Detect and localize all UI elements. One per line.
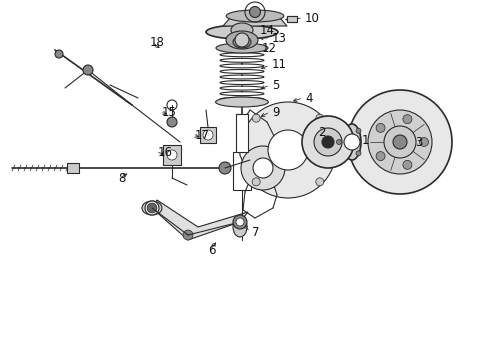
Circle shape [148, 204, 156, 212]
Text: 9: 9 [272, 105, 279, 118]
Circle shape [183, 230, 193, 240]
Ellipse shape [216, 97, 269, 107]
Polygon shape [152, 200, 248, 240]
Polygon shape [287, 16, 297, 22]
Circle shape [268, 130, 308, 170]
Bar [200, 127, 216, 143]
Circle shape [253, 158, 273, 178]
Text: 8: 8 [118, 171, 125, 185]
Ellipse shape [206, 25, 278, 39]
Text: 18: 18 [150, 36, 165, 49]
Text: 10: 10 [305, 12, 320, 24]
Circle shape [167, 117, 177, 127]
Circle shape [344, 134, 360, 150]
Circle shape [376, 123, 385, 132]
Circle shape [337, 140, 342, 144]
Circle shape [356, 128, 361, 133]
Circle shape [322, 136, 334, 148]
Circle shape [419, 138, 428, 147]
Bar [163, 145, 181, 165]
Circle shape [240, 102, 336, 198]
Circle shape [236, 218, 244, 226]
Text: 11: 11 [272, 58, 287, 72]
Bar [67, 163, 79, 173]
Text: 14: 14 [260, 23, 275, 36]
Circle shape [145, 201, 159, 215]
Circle shape [219, 162, 231, 174]
Circle shape [393, 135, 407, 149]
Circle shape [233, 215, 247, 229]
Text: 1: 1 [362, 134, 369, 147]
Text: 3: 3 [415, 135, 422, 149]
Text: 5: 5 [272, 78, 279, 91]
Ellipse shape [142, 201, 162, 215]
Bar [236, 114, 248, 152]
Circle shape [252, 178, 260, 186]
Circle shape [302, 116, 354, 168]
Text: 13: 13 [272, 31, 287, 45]
Circle shape [167, 150, 177, 160]
Circle shape [252, 114, 260, 122]
Ellipse shape [216, 43, 268, 53]
Ellipse shape [231, 23, 253, 37]
Circle shape [384, 126, 416, 158]
Polygon shape [223, 15, 287, 26]
Bar [233, 152, 251, 190]
Circle shape [356, 151, 361, 156]
Text: 6: 6 [208, 243, 216, 256]
Circle shape [249, 6, 261, 18]
Text: 15: 15 [162, 105, 177, 118]
Circle shape [55, 50, 63, 58]
Circle shape [203, 130, 213, 140]
Ellipse shape [226, 10, 284, 22]
Ellipse shape [233, 36, 251, 48]
Text: 16: 16 [158, 145, 173, 158]
Text: 7: 7 [252, 225, 260, 239]
Text: 4: 4 [305, 91, 313, 104]
Circle shape [368, 110, 432, 174]
Ellipse shape [226, 31, 258, 49]
Circle shape [376, 152, 385, 161]
Ellipse shape [343, 124, 361, 160]
Circle shape [348, 90, 452, 194]
Text: 2: 2 [318, 126, 325, 139]
Ellipse shape [235, 33, 249, 47]
Circle shape [316, 178, 324, 186]
Circle shape [403, 160, 412, 169]
Text: 17: 17 [195, 129, 210, 141]
Circle shape [83, 65, 93, 75]
Circle shape [316, 114, 324, 122]
Circle shape [241, 146, 285, 190]
Text: 12: 12 [262, 41, 277, 54]
Circle shape [147, 203, 157, 213]
Circle shape [403, 115, 412, 124]
Ellipse shape [233, 217, 247, 237]
Circle shape [314, 128, 342, 156]
